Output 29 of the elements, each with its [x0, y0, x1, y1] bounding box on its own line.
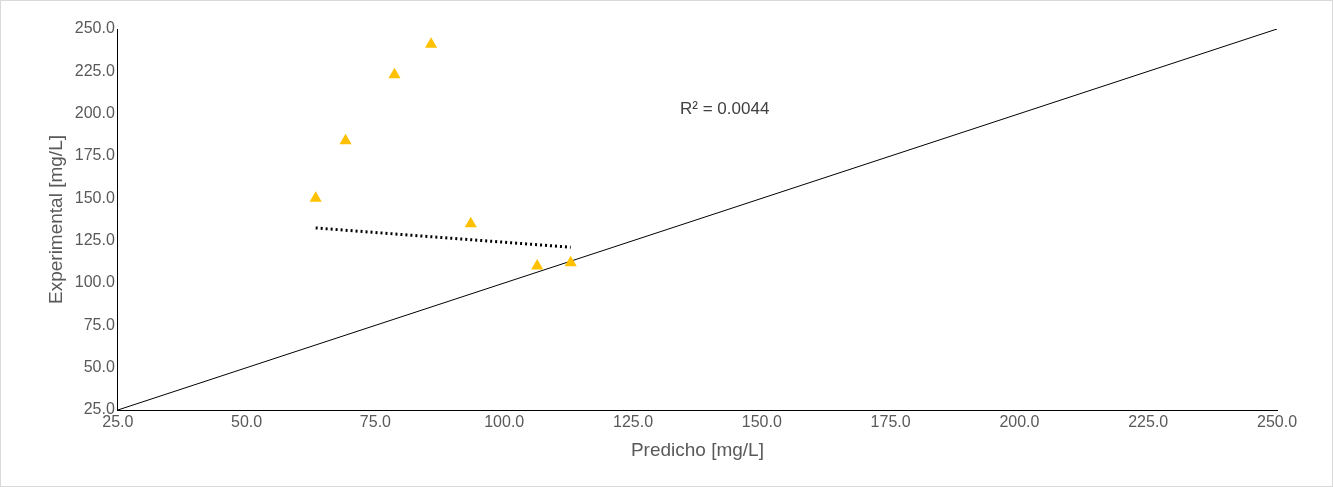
- x-tick-label: 150.0: [741, 413, 782, 431]
- x-tick-label: 250.0: [1256, 413, 1298, 431]
- x-tick-label: 200.0: [999, 413, 1040, 431]
- x-tick-label: 75.0: [359, 413, 392, 431]
- y-tick-label: 100.0: [74, 273, 115, 291]
- x-tick-label: 100.0: [484, 413, 525, 431]
- x-axis-title: Predicho [mg/L]: [630, 438, 764, 460]
- point: [464, 216, 477, 228]
- y-tick-label: 250.0: [74, 19, 115, 37]
- y-axis-title: Experimental [mg/L]: [44, 135, 66, 304]
- point: [531, 259, 544, 270]
- point: [339, 133, 352, 145]
- y-tick-label: 50.0: [83, 358, 115, 376]
- y-tick-label: 150.0: [74, 188, 115, 206]
- x-tick-label: 25.0: [102, 413, 134, 431]
- annotation: R² = 0.0044: [680, 98, 770, 118]
- y-tick-label: 225.0: [74, 61, 115, 79]
- x-tick-label: 225.0: [1128, 413, 1169, 431]
- point: [309, 191, 322, 202]
- y-tick-label: 175.0: [74, 146, 115, 164]
- y-tick-label: 200.0: [74, 104, 115, 122]
- x-tick-label: 50.0: [231, 413, 263, 431]
- point: [425, 37, 438, 48]
- y-tick-label: 75.0: [83, 315, 115, 333]
- x-tick-label: 125.0: [613, 413, 654, 431]
- point: [564, 255, 577, 267]
- point: [388, 67, 401, 79]
- x-tick-label: 175.0: [870, 413, 911, 431]
- y-tick-label: 125.0: [74, 231, 115, 249]
